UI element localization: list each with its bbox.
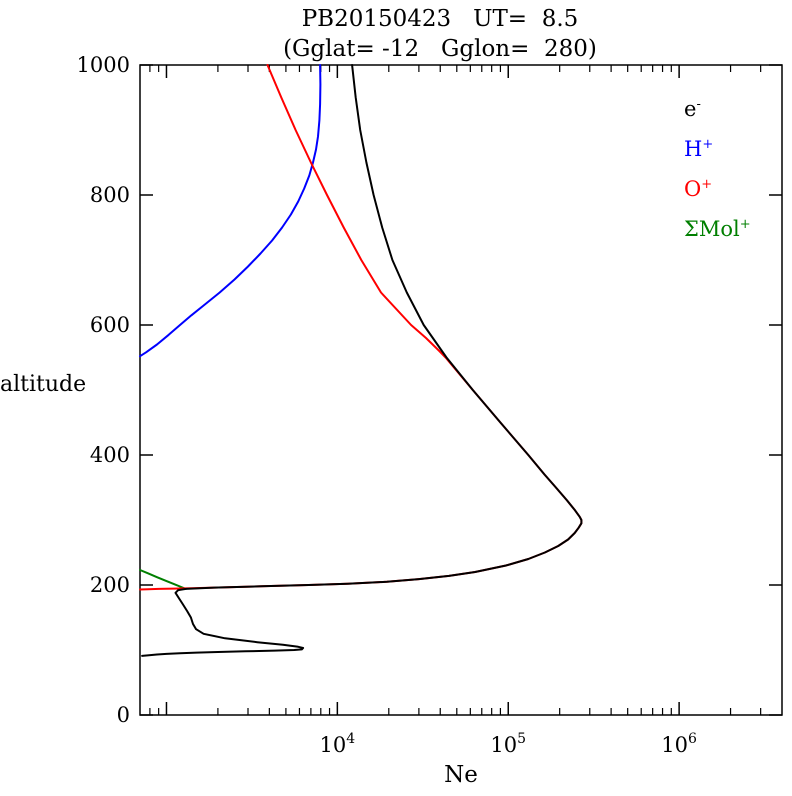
curve-h-plus (139, 64, 322, 358)
legend-item-sum-mol-plus: ΣMol+ (684, 212, 751, 242)
legend-label-electron: e (684, 97, 697, 121)
legend-label-h-plus: H (684, 137, 703, 161)
x-tick-label: 106 (661, 731, 697, 757)
curve-sum-mol-plus (139, 569, 187, 590)
y-tick-label: 800 (90, 183, 130, 207)
legend-item-o-plus: O+ (684, 172, 751, 202)
curve-o-plus (139, 64, 583, 591)
legend-label-o-plus: O (684, 177, 702, 201)
plot-frame (139, 64, 783, 716)
legend-sup-o-plus: + (701, 177, 713, 192)
legend-sup-h-plus: + (702, 137, 714, 152)
x-axis-label: Ne (444, 762, 478, 788)
legend-sup-electron: - (696, 97, 701, 112)
y-tick-label: 400 (90, 443, 130, 467)
y-axis-label: altitude (0, 372, 87, 397)
legend-sup-sum-mol-plus: + (739, 217, 751, 232)
x-tick-label: 105 (490, 731, 526, 757)
curve-e-minus (141, 64, 583, 657)
y-tick-label: 600 (90, 313, 130, 337)
y-tick-label: 0 (117, 703, 130, 727)
chart-subtitle: (Gglat= -12 Gglon= 280) (283, 36, 597, 62)
legend-item-h-plus: H+ (684, 132, 751, 162)
y-tick-label: 1000 (77, 53, 130, 77)
legend-item-electron: e- (684, 92, 751, 122)
legend-label-sum-mol-plus: ΣMol (684, 217, 740, 241)
chart-title: PB20150423 UT= 8.5 (301, 6, 579, 32)
x-tick-label: 104 (320, 731, 356, 757)
legend: e- H+ O+ ΣMol+ (684, 92, 751, 252)
y-tick-label: 200 (90, 573, 130, 597)
